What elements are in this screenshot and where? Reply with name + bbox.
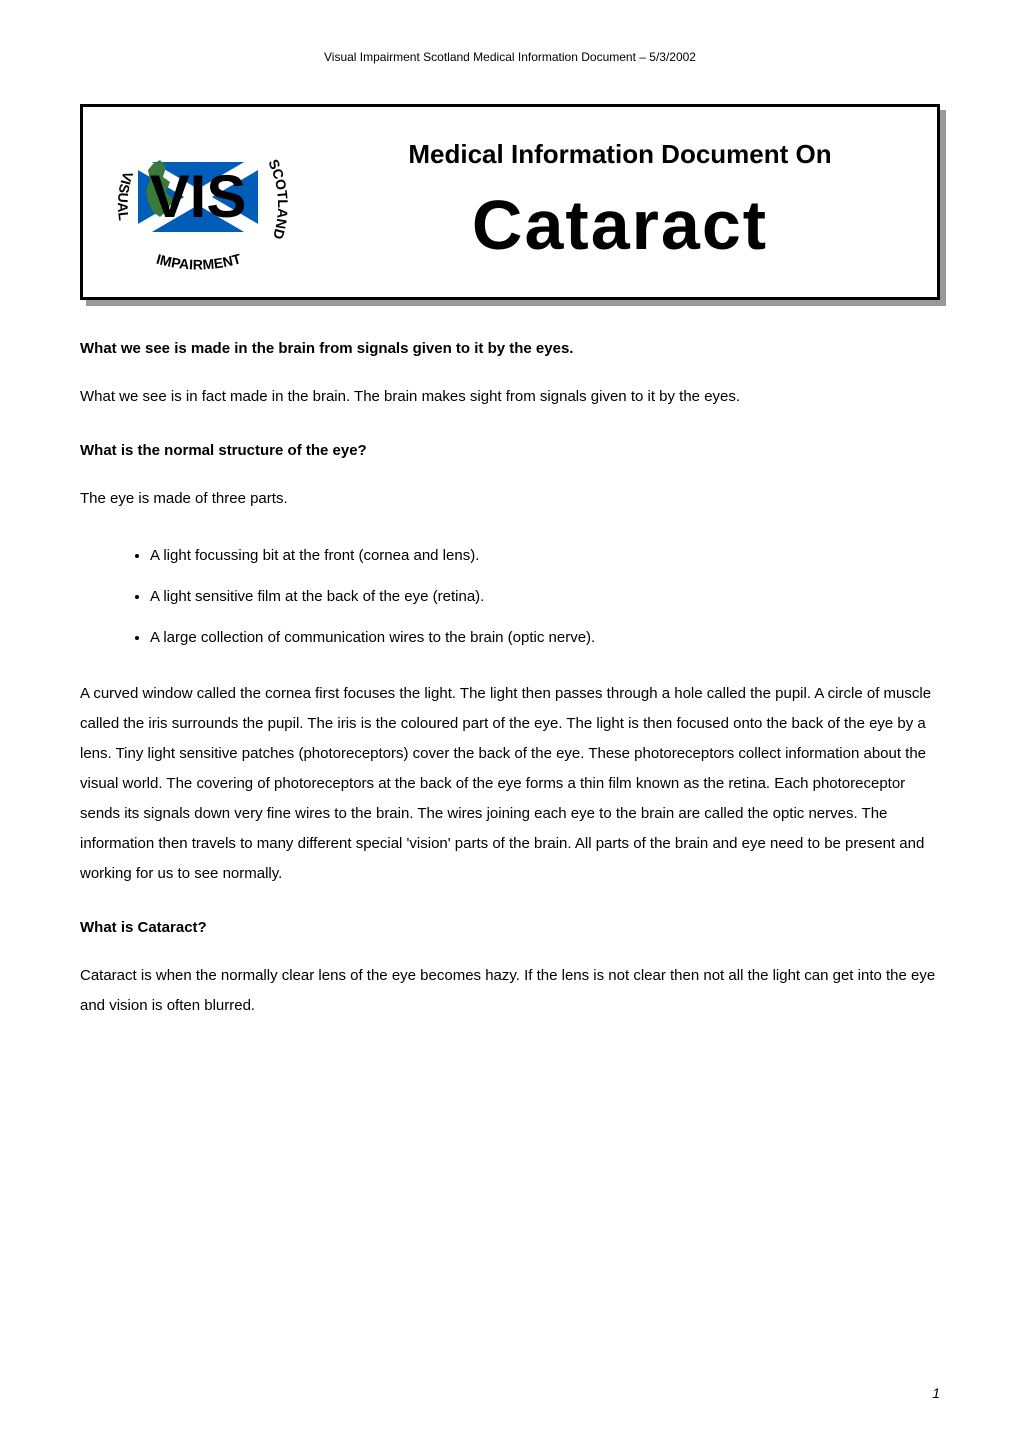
cataract-body: Cataract is when the normally clear lens… bbox=[80, 961, 940, 1021]
structure-body: A curved window called the cornea first … bbox=[80, 679, 940, 889]
svg-text:SCOTLAND: SCOTLAND bbox=[265, 157, 291, 241]
document-meta: Visual Impairment Scotland Medical Infor… bbox=[80, 50, 940, 64]
logo-svg: VIS VISUAL SCOTLAND IMPAIRMENT bbox=[98, 122, 298, 282]
eye-parts-list: A light focussing bit at the front (corn… bbox=[150, 539, 940, 654]
svg-text:IMPAIRMENT: IMPAIRMENT bbox=[155, 250, 243, 272]
title-banner: VIS VISUAL SCOTLAND IMPAIRMENT Medical I… bbox=[80, 104, 940, 300]
list-item: A light focussing bit at the front (corn… bbox=[150, 539, 940, 572]
intro-heading: What we see is made in the brain from si… bbox=[80, 340, 940, 357]
svg-text:VIS: VIS bbox=[150, 163, 247, 230]
cataract-heading: What is Cataract? bbox=[80, 919, 940, 936]
list-item: A light sensitive film at the back of th… bbox=[150, 580, 940, 613]
list-item: A large collection of communication wire… bbox=[150, 621, 940, 654]
vis-logo: VIS VISUAL SCOTLAND IMPAIRMENT bbox=[98, 122, 298, 282]
banner-subtitle: Medical Information Document On bbox=[318, 139, 922, 170]
intro-body: What we see is in fact made in the brain… bbox=[80, 382, 940, 412]
svg-text:VISUAL: VISUAL bbox=[115, 170, 137, 222]
banner-main-title: Cataract bbox=[318, 185, 922, 265]
page-number: 1 bbox=[932, 1385, 940, 1401]
banner-text-block: Medical Information Document On Cataract bbox=[318, 139, 922, 265]
structure-heading: What is the normal structure of the eye? bbox=[80, 442, 940, 459]
structure-intro: The eye is made of three parts. bbox=[80, 484, 940, 514]
